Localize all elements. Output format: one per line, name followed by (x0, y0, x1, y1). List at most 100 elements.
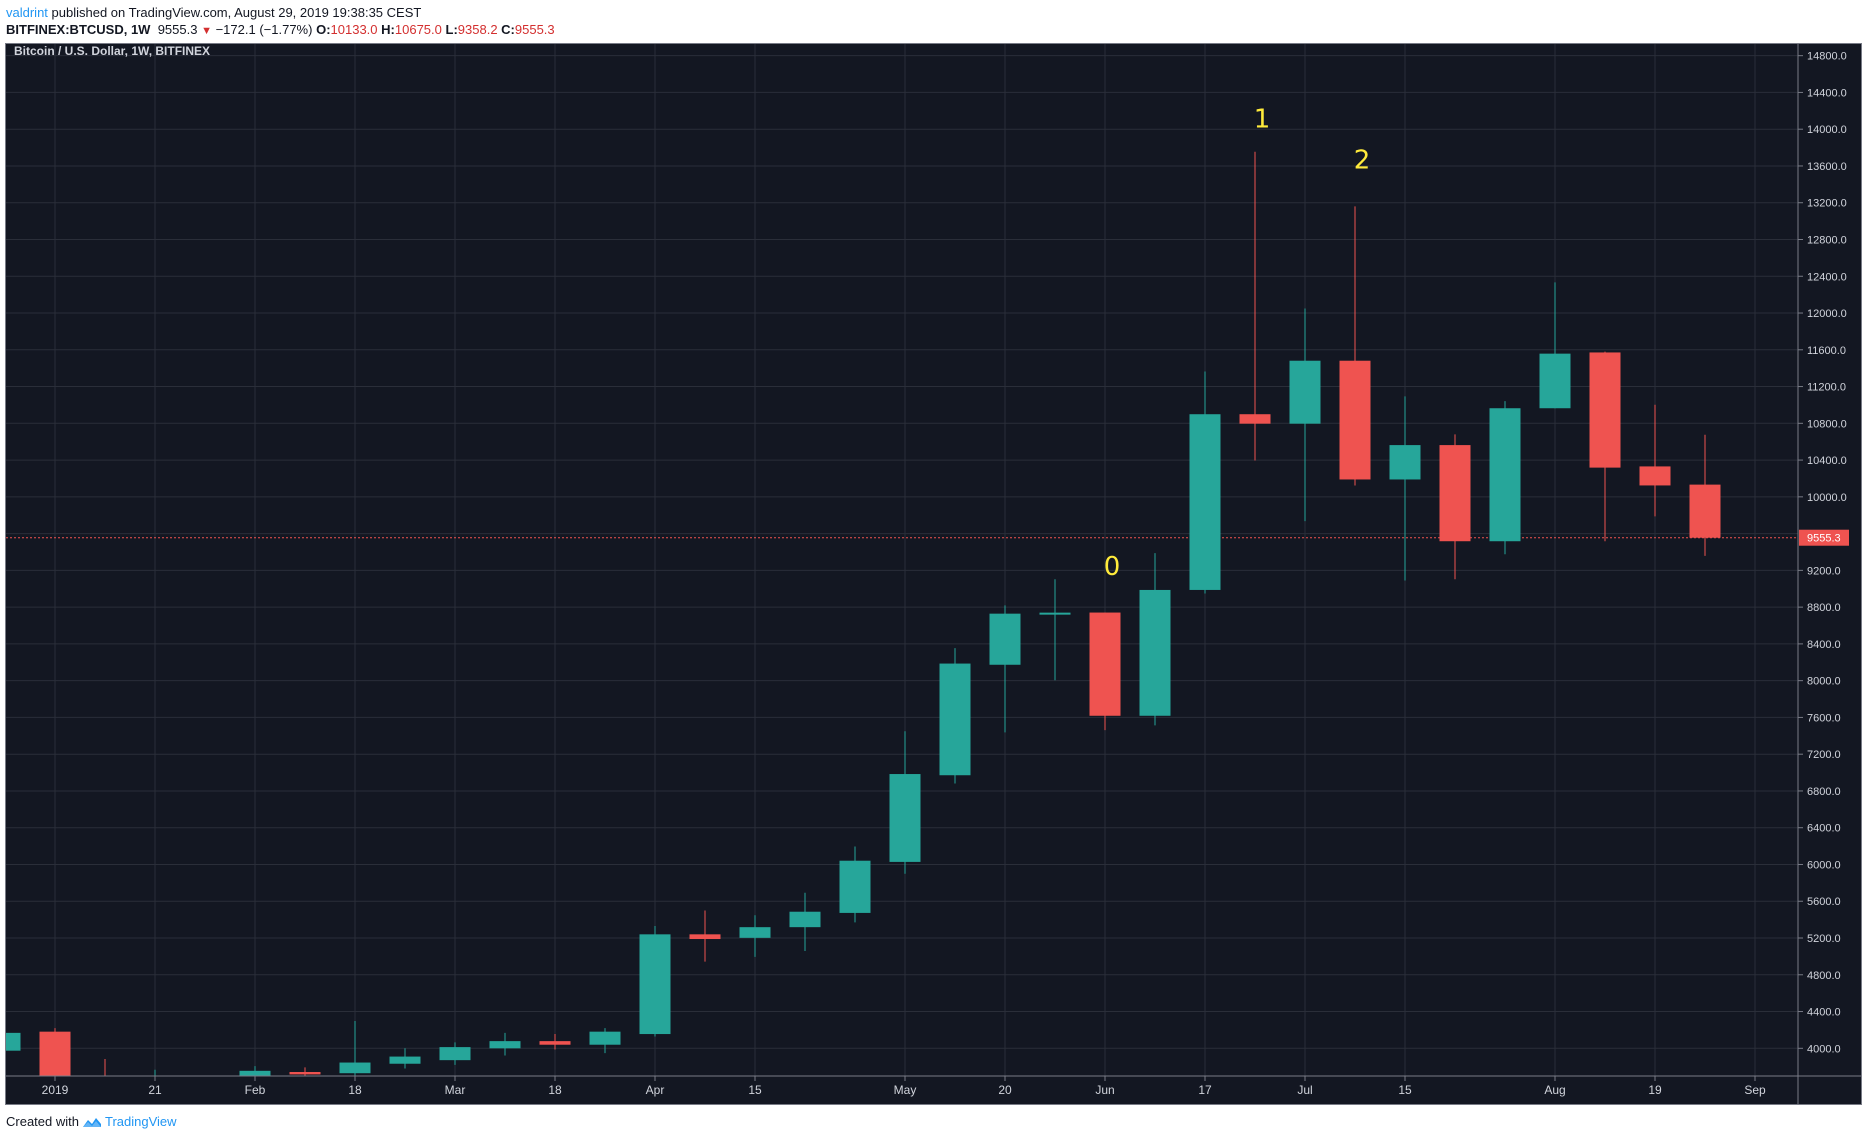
candle[interactable] (889, 731, 921, 874)
y-tick-label: 13200.0 (1807, 198, 1847, 210)
candle[interactable] (1139, 553, 1171, 726)
y-tick-label: 14000.0 (1807, 124, 1847, 136)
open-value: 10133.0 (330, 22, 378, 37)
candle[interactable] (789, 892, 821, 951)
candle-body (1339, 360, 1371, 480)
candle[interactable] (589, 1028, 621, 1054)
candle[interactable] (1539, 282, 1571, 409)
x-tick-label: 18 (548, 1083, 562, 1097)
candle[interactable] (439, 1042, 471, 1065)
candle-body (1189, 414, 1221, 590)
candle[interactable] (339, 1021, 371, 1076)
y-tick-label: 13600.0 (1807, 161, 1847, 173)
y-tick-label: 4000.0 (1807, 1043, 1841, 1055)
candle-body (190, 1080, 221, 1088)
candle-body (939, 663, 971, 776)
candle[interactable] (839, 846, 871, 923)
candle[interactable] (1639, 404, 1671, 517)
y-tick-label: 5600.0 (1807, 896, 1841, 908)
candle-body (1589, 352, 1621, 468)
author-link[interactable]: valdrint (6, 5, 48, 20)
candle-body (889, 774, 921, 862)
y-tick-label: 11600.0 (1807, 345, 1846, 357)
x-tick-label: May (894, 1083, 917, 1097)
candle[interactable] (389, 1048, 421, 1069)
x-tick-label: 15 (748, 1083, 762, 1097)
x-tick-label: 2019 (42, 1083, 69, 1097)
candle[interactable] (989, 605, 1021, 733)
candle-body (539, 1041, 571, 1045)
candle[interactable] (1039, 579, 1071, 681)
candle-body (6, 1032, 21, 1051)
candle-body (289, 1072, 321, 1075)
candle-body (589, 1031, 621, 1045)
candle[interactable] (190, 1077, 221, 1104)
y-tick-label: 12800.0 (1807, 234, 1847, 246)
candle[interactable] (1489, 401, 1521, 555)
y-tick-label: 10000.0 (1807, 492, 1847, 504)
candle[interactable] (1439, 434, 1471, 580)
candle[interactable] (6, 1032, 21, 1052)
candle[interactable] (39, 1028, 71, 1080)
y-tick-label: 12000.0 (1807, 308, 1847, 320)
candle-body (639, 934, 671, 1035)
candle[interactable] (539, 1034, 571, 1050)
x-tick-label: 19 (1648, 1083, 1662, 1097)
candle[interactable] (739, 915, 771, 957)
candle-body (1139, 589, 1171, 716)
tradingview-link[interactable]: TradingView (104, 1114, 177, 1129)
candle-body (1039, 612, 1071, 615)
candle[interactable] (939, 648, 971, 784)
candle[interactable] (239, 1066, 271, 1101)
y-tick-label: 4800.0 (1807, 970, 1841, 982)
candlestick-chart[interactable]: Bitcoin / U.S. Dollar, 1W, BITFINEX01240… (6, 44, 1861, 1104)
candle-body (339, 1062, 371, 1074)
chart-frame[interactable]: Bitcoin / U.S. Dollar, 1W, BITFINEX 0 1 2 40… (5, 43, 1862, 1105)
candle-body (839, 860, 871, 913)
candle-body (1239, 414, 1271, 424)
candle[interactable] (489, 1032, 521, 1056)
y-tick-label: 14400.0 (1807, 87, 1847, 99)
candle[interactable] (1239, 151, 1271, 461)
candle-body (789, 911, 821, 928)
candle-body (1089, 612, 1121, 716)
y-tick-label: 9200.0 (1807, 565, 1841, 577)
candle[interactable] (1339, 206, 1371, 486)
candle[interactable] (689, 910, 721, 962)
y-tick-label: 8000.0 (1807, 676, 1841, 688)
x-tick-label: Apr (646, 1083, 665, 1097)
candle[interactable] (1189, 371, 1221, 594)
candle[interactable] (140, 1069, 171, 1095)
x-tick-label: 17 (1198, 1083, 1212, 1097)
annotation-label: 2 (1354, 146, 1371, 176)
current-price-label: 9555.3 (1807, 533, 1841, 545)
low-value: 9358.2 (457, 22, 498, 37)
candle[interactable] (1589, 351, 1621, 542)
high-value: 10675.0 (394, 22, 442, 37)
current-price-badge (1799, 529, 1849, 546)
candle-body (439, 1047, 471, 1061)
x-tick-label: Aug (1544, 1083, 1565, 1097)
candle[interactable] (1689, 434, 1721, 556)
low-label: L: (445, 22, 458, 37)
candle-body (739, 927, 771, 938)
candle[interactable] (639, 925, 671, 1037)
footer: Created with TradingView (6, 1114, 177, 1129)
y-tick-label: 6400.0 (1807, 823, 1841, 835)
candle[interactable] (89, 1058, 121, 1094)
candle[interactable] (1389, 396, 1421, 581)
candle[interactable] (289, 1067, 321, 1078)
y-tick-label: 8400.0 (1807, 639, 1841, 651)
candle-body (89, 1075, 121, 1076)
close-label: C: (501, 22, 515, 37)
x-tick-label: 15 (1398, 1083, 1412, 1097)
x-tick-label: Mar (445, 1083, 466, 1097)
candle-body (1489, 408, 1521, 542)
x-tick-label: Jun (1095, 1083, 1114, 1097)
y-tick-label: 14800.0 (1807, 51, 1847, 63)
y-tick-label: 10800.0 (1807, 418, 1847, 430)
candle[interactable] (1289, 308, 1321, 522)
close-value: 9555.3 (514, 22, 555, 37)
candle[interactable] (1089, 612, 1121, 731)
y-tick-label: 10400.0 (1807, 455, 1847, 467)
